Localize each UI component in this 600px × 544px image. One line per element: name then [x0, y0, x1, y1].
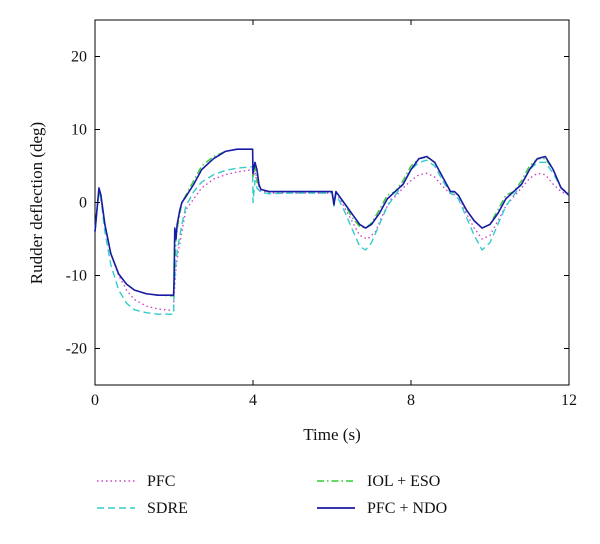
series-layer: [94, 148, 570, 315]
x-axis-label: Time (s): [303, 425, 360, 444]
y-tick-label-1: -10: [66, 268, 87, 285]
x-tick-label-3: 12: [561, 392, 577, 409]
series-line-3: [94, 148, 570, 297]
legend-label-3: PFC + NDO: [367, 500, 447, 517]
x-tick-label-0: 0: [91, 392, 99, 409]
x-tick-label-1: 4: [249, 392, 257, 409]
legend-label-0: PFC: [147, 473, 175, 490]
y-tick-label-2: 0: [79, 195, 87, 212]
tick-layer: 0 4 8 12 -20 -10 0 10 20: [66, 20, 577, 409]
x-tick-label-2: 8: [407, 392, 415, 409]
series-line-1: [94, 159, 570, 315]
y-tick-label-0: -20: [66, 341, 87, 358]
plot-frame: [94, 19, 570, 386]
legend: PFC SDRE IOL + ESO PFC + NDO: [97, 473, 447, 517]
y-axis-label: Rudder deflection (deg): [27, 122, 46, 284]
y-tick-label-3: 10: [71, 122, 87, 139]
legend-label-1: SDRE: [147, 500, 188, 517]
y-tick-label-4: 20: [71, 49, 87, 66]
legend-label-2: IOL + ESO: [367, 473, 440, 490]
